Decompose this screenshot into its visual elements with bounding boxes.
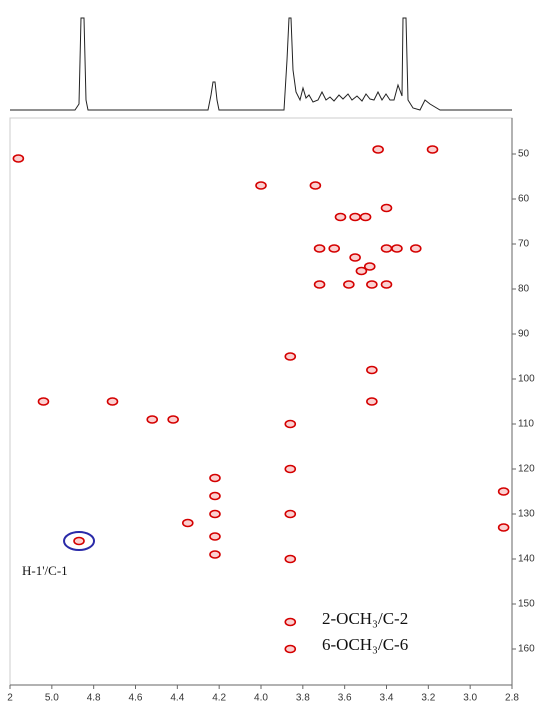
peak (380, 203, 393, 213)
x-tick-label: 2 (7, 693, 13, 704)
peak (380, 280, 393, 289)
peak (328, 244, 341, 253)
peak (391, 244, 403, 253)
y-tick-label: 160 (518, 644, 535, 655)
peak (313, 244, 326, 253)
y-tick-label: 70 (518, 239, 530, 250)
y-tick-label: 150 (518, 599, 535, 610)
x-tick-label: 2.8 (505, 693, 519, 704)
peak (366, 397, 378, 406)
plot-area (9, 117, 513, 686)
peak (284, 617, 297, 627)
y-tick-label: 130 (518, 509, 535, 520)
peak (209, 532, 221, 541)
peak (284, 464, 297, 474)
x-tick-label: 3.0 (463, 693, 477, 704)
y-tick-label: 90 (518, 329, 530, 340)
peak (284, 554, 297, 564)
peak (366, 365, 378, 375)
x-tick-label: 4.2 (212, 693, 226, 704)
x-tick-label: 3.2 (421, 693, 435, 704)
peak (167, 415, 179, 424)
peak (355, 266, 368, 276)
peak (380, 244, 393, 253)
peak (284, 509, 297, 519)
peak (349, 253, 361, 262)
peak (334, 212, 347, 222)
proton-spectrum (10, 17, 512, 111)
x-tick-label: 4.6 (129, 693, 143, 704)
y-tick-label: 50 (518, 149, 530, 160)
peak (426, 145, 439, 154)
annotation: H-1'/C-1 (22, 563, 68, 578)
peak (497, 523, 510, 532)
peak (343, 280, 355, 289)
peak (12, 154, 25, 163)
y-tick-label: 140 (518, 554, 535, 565)
y-tick-label: 120 (518, 464, 535, 475)
peak (284, 419, 297, 429)
peak (363, 262, 376, 271)
peak (255, 181, 267, 190)
peak (366, 280, 378, 289)
peak (146, 415, 159, 424)
peak (359, 212, 372, 222)
peak (181, 518, 194, 528)
y-tick-label: 80 (518, 284, 530, 295)
highlight-circle (63, 531, 96, 551)
peak (409, 244, 422, 253)
x-tick-label: 3.4 (380, 693, 394, 704)
y-tick-label: 60 (518, 194, 530, 205)
peak (209, 491, 221, 501)
peak (372, 145, 384, 154)
peak (309, 181, 322, 190)
peak (497, 487, 510, 496)
x-tick-label: 4.8 (87, 693, 101, 704)
peak (106, 397, 119, 406)
peak (209, 550, 221, 559)
y-tick-label: 110 (518, 419, 534, 430)
peak (209, 509, 221, 519)
x-tick-label: 3.8 (296, 693, 310, 704)
peak (73, 536, 85, 546)
peak (284, 644, 297, 654)
x-tick-label: 5.0 (45, 693, 59, 704)
x-tick-label: 4.4 (170, 693, 184, 704)
annotation: 6-OCH₃/C-6 (322, 635, 408, 654)
x-tick-label: 4.0 (254, 693, 268, 704)
peak (284, 352, 297, 361)
peak (313, 280, 326, 289)
x-tick-label: 3.6 (338, 693, 352, 704)
annotation: 2-OCH₃/C-2 (322, 609, 408, 628)
peak (349, 212, 361, 222)
peak (209, 473, 221, 483)
peak (37, 397, 50, 406)
y-tick-label: 100 (518, 374, 535, 385)
